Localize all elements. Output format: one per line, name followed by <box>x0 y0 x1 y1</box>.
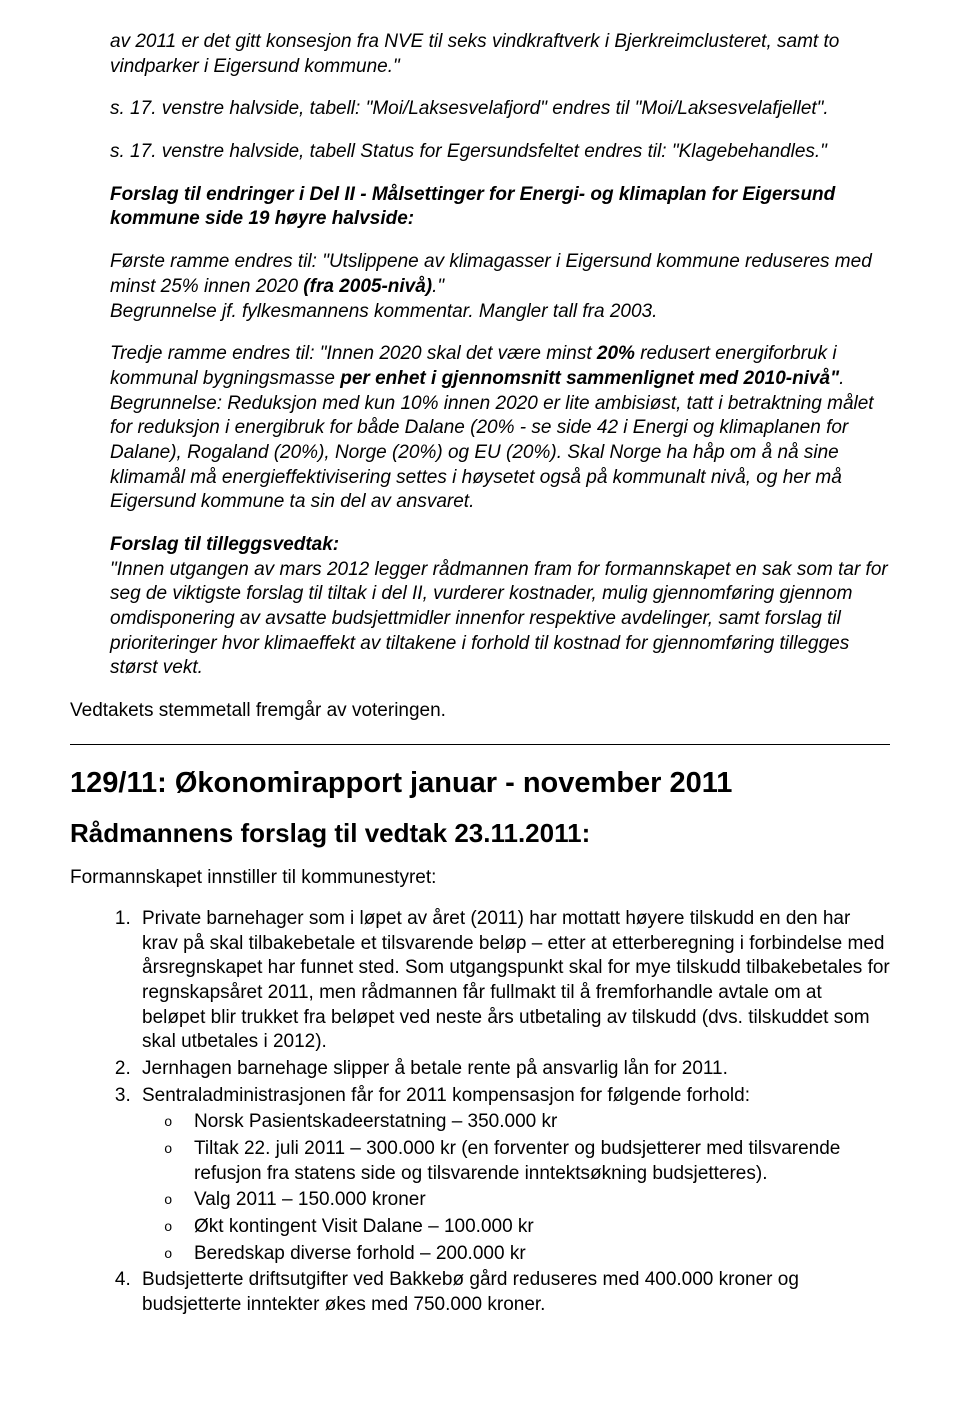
list-item: Budsjetterte driftsutgifter ved Bakkebø … <box>136 1268 890 1317</box>
sub-list-item: o Valg 2011 – 150.000 kroner <box>164 1188 890 1213</box>
paragraph-tredje-ramme: Tredje ramme endres til: "Innen 2020 ska… <box>110 342 890 515</box>
sub-list-item-text: Tiltak 22. juli 2011 – 300.000 kr (en fo… <box>194 1138 840 1184</box>
text-run: Første ramme endres til: "Utslippene av … <box>110 251 872 297</box>
list-item-text: Private barnehager som i løpet av året (… <box>142 908 890 1052</box>
numbered-list: Private barnehager som i løpet av året (… <box>70 907 890 1318</box>
bullet-icon: o <box>164 1219 172 1237</box>
section-forslag-endringer: Forslag til endringer i Del II - Målsett… <box>110 183 890 515</box>
sub-list-item-text: Valg 2011 – 150.000 kroner <box>194 1189 426 1210</box>
bullet-icon: o <box>164 1246 172 1264</box>
bullet-icon: o <box>164 1192 172 1210</box>
text-run: . Begrunnelse: Reduksjon med kun 10% inn… <box>110 368 874 512</box>
text-run-bold: 20% <box>597 343 635 364</box>
list-item: Sentraladministrasjonen får for 2011 kom… <box>136 1084 890 1267</box>
paragraph-s17-a: s. 17. venstre halvside, tabell: "Moi/La… <box>110 97 890 122</box>
forslag-body: Første ramme endres til: "Utslippene av … <box>110 250 890 515</box>
vote-note: Vedtakets stemmetall fremgår av votering… <box>70 699 890 724</box>
list-item: Private barnehager som i løpet av året (… <box>136 907 890 1055</box>
text-run: Tredje ramme endres til: "Innen 2020 ska… <box>110 343 597 364</box>
text-run-bold: (fra 2005-nivå) <box>303 276 432 297</box>
sub-list-item-text: Økt kontingent Visit Dalane – 100.000 kr <box>194 1216 534 1237</box>
paragraph-s17-b: s. 17. venstre halvside, tabell Status f… <box>110 140 890 165</box>
top-block: av 2011 er det gitt konsesjon fra NVE ti… <box>110 30 890 165</box>
sub-list: o Norsk Pasientskadeerstatning – 350.000 … <box>142 1110 890 1266</box>
section-divider <box>70 744 890 745</box>
paragraph-begrunnelse: Begrunnelse jf. fylkesmannens kommentar.… <box>110 300 890 325</box>
paragraph-forste-ramme: Første ramme endres til: "Utslippene av … <box>110 250 890 299</box>
paragraph-tilleggsvedtak: Forslag til tilleggsvedtak: "Innen utgan… <box>110 533 890 681</box>
list-item: Jernhagen barnehage slipper å betale ren… <box>136 1057 890 1082</box>
sub-list-item: o Tiltak 22. juli 2011 – 300.000 kr (en f… <box>164 1137 890 1186</box>
sub-list-item-text: Beredskap diverse forhold – 200.000 kr <box>194 1243 526 1264</box>
sub-list-item: o Beredskap diverse forhold – 200.000 kr <box>164 1242 890 1267</box>
sub-list-item-text: Norsk Pasientskadeerstatning – 350.000 k… <box>194 1111 557 1132</box>
body-tilleggsvedtak: "Innen utgangen av mars 2012 legger rådm… <box>110 559 888 679</box>
text-run: ." <box>432 276 444 297</box>
subheading-radmannens-forslag: Rådmannens forslag til vedtak 23.11.2011… <box>70 818 890 849</box>
heading-129-11: 129/11: Økonomirapport januar - november… <box>70 767 890 800</box>
intro-formannskapet: Formannskapet innstiller til kommunestyr… <box>70 867 890 889</box>
list-item-text: Jernhagen barnehage slipper å betale ren… <box>142 1058 728 1079</box>
list-item-text: Budsjetterte driftsutgifter ved Bakkebø … <box>142 1269 799 1315</box>
heading-tilleggsvedtak: Forslag til tilleggsvedtak: <box>110 534 339 555</box>
paragraph-nve: av 2011 er det gitt konsesjon fra NVE ti… <box>110 30 890 79</box>
text-run-bold: per enhet i gjennomsnitt sammenlignet me… <box>340 368 839 389</box>
list-item-text: Sentraladministrasjonen får for 2011 kom… <box>142 1085 750 1106</box>
bullet-icon: o <box>164 1114 172 1132</box>
sub-list-item: o Norsk Pasientskadeerstatning – 350.000 … <box>164 1110 890 1135</box>
bullet-icon: o <box>164 1141 172 1159</box>
document-page: av 2011 er det gitt konsesjon fra NVE ti… <box>0 0 960 1360</box>
sub-list-item: o Økt kontingent Visit Dalane – 100.000 k… <box>164 1215 890 1240</box>
section-tilleggsvedtak: Forslag til tilleggsvedtak: "Innen utgan… <box>110 533 890 681</box>
heading-forslag-endringer: Forslag til endringer i Del II - Målsett… <box>110 183 890 232</box>
